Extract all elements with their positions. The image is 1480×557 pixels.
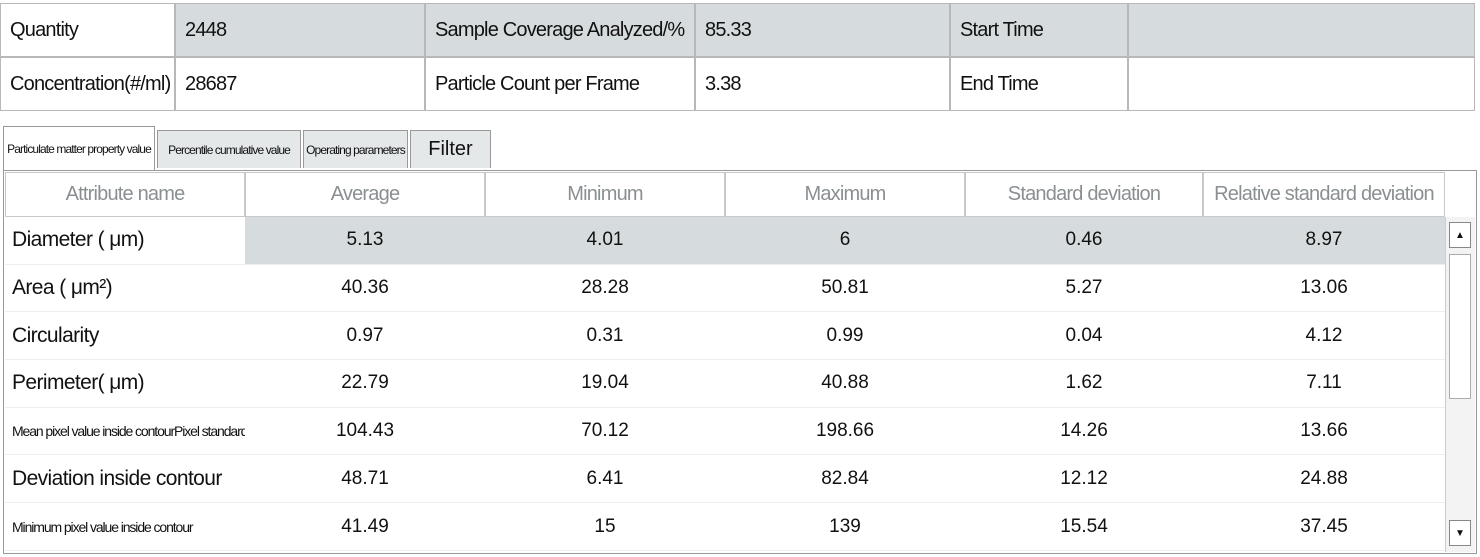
cell-value: 15.54: [965, 503, 1203, 551]
row-label: Deviation inside contour: [5, 456, 245, 504]
info-label: Quantity: [0, 3, 175, 57]
cell-value: 0.99: [725, 312, 965, 361]
cell-value: 40.36: [245, 264, 485, 313]
info-value: 2448: [175, 3, 425, 57]
cell-value: 5.27: [965, 264, 1203, 313]
row-label: Area ( μm²): [5, 265, 245, 313]
row-label: Minimum pixel value inside contour: [5, 503, 245, 551]
cell-value: 82.84: [725, 455, 965, 504]
tab[interactable]: Percentile cumulative value: [157, 130, 301, 168]
cell-value: 1.62: [965, 360, 1203, 408]
cell-value: 6: [725, 217, 965, 265]
cell-value: 0.31: [485, 312, 725, 361]
info-value: 28687: [175, 57, 425, 111]
cell-value: 37.45: [1203, 503, 1445, 551]
cell-value: 13.06: [1203, 264, 1445, 313]
cell-value: 24.88: [1203, 455, 1445, 504]
info-label: Start Time: [950, 3, 1128, 57]
cell-value: 104.43: [245, 407, 485, 456]
column-header: Average: [245, 172, 485, 217]
column-header: Maximum: [725, 172, 965, 217]
cell-value: 14.26: [965, 407, 1203, 456]
column-header: Attribute name: [5, 172, 245, 217]
tab[interactable]: Operating parameters: [303, 130, 408, 168]
cell-value: 8.97: [1203, 217, 1445, 265]
row-label: Circularity: [5, 312, 245, 361]
cell-value: 41.49: [245, 503, 485, 551]
info-label: Concentration(#/ml): [0, 57, 175, 111]
scroll-up[interactable]: ▲: [1449, 222, 1471, 248]
info-value: 85.33: [695, 3, 950, 57]
tab[interactable]: Filter: [410, 130, 491, 168]
cell-value: 12.12: [965, 455, 1203, 504]
cell-value: 19.04: [485, 360, 725, 408]
cell-value: 22.79: [245, 360, 485, 408]
cell-value: 40.88: [725, 360, 965, 408]
cell-value: 6.41: [485, 455, 725, 504]
column-header: Minimum: [485, 172, 725, 217]
info-value: [1128, 57, 1475, 111]
info-value: [1128, 3, 1475, 57]
cell-value: 198.66: [725, 407, 965, 456]
row-label: Diameter ( μm): [5, 217, 245, 265]
scroll-thumb[interactable]: [1449, 254, 1471, 399]
row-label: Perimeter( μm): [5, 360, 245, 408]
cell-value: 28.28: [485, 264, 725, 313]
tab[interactable]: Particulate matter property value: [3, 126, 155, 170]
cell-value: 0.04: [965, 312, 1203, 361]
info-label: Sample Coverage Analyzed/%: [425, 3, 695, 57]
table-frame: [3, 170, 1477, 554]
cell-value: 4.01: [485, 217, 725, 265]
cell-value: 48.71: [245, 455, 485, 504]
cell-value: 139: [725, 503, 965, 551]
cell-value: 0.46: [965, 217, 1203, 265]
row-label: Mean pixel value inside contourPixel sta…: [5, 408, 245, 456]
cell-value: 50.81: [725, 264, 965, 313]
info-value: 3.38: [695, 57, 950, 111]
cell-value: 7.11: [1203, 360, 1445, 408]
cell-value: 70.12: [485, 407, 725, 456]
cell-value: 13.66: [1203, 407, 1445, 456]
info-label: End Time: [950, 57, 1128, 111]
column-header: Relative standard deviation: [1203, 172, 1445, 217]
cell-value: 4.12: [1203, 312, 1445, 361]
cell-value: 0.97: [245, 312, 485, 361]
scroll-down[interactable]: ▼: [1449, 520, 1471, 546]
column-header: Standard deviation: [965, 172, 1203, 217]
cell-value: 15: [485, 503, 725, 551]
info-label: Particle Count per Frame: [425, 57, 695, 111]
cell-value: 5.13: [245, 217, 485, 265]
